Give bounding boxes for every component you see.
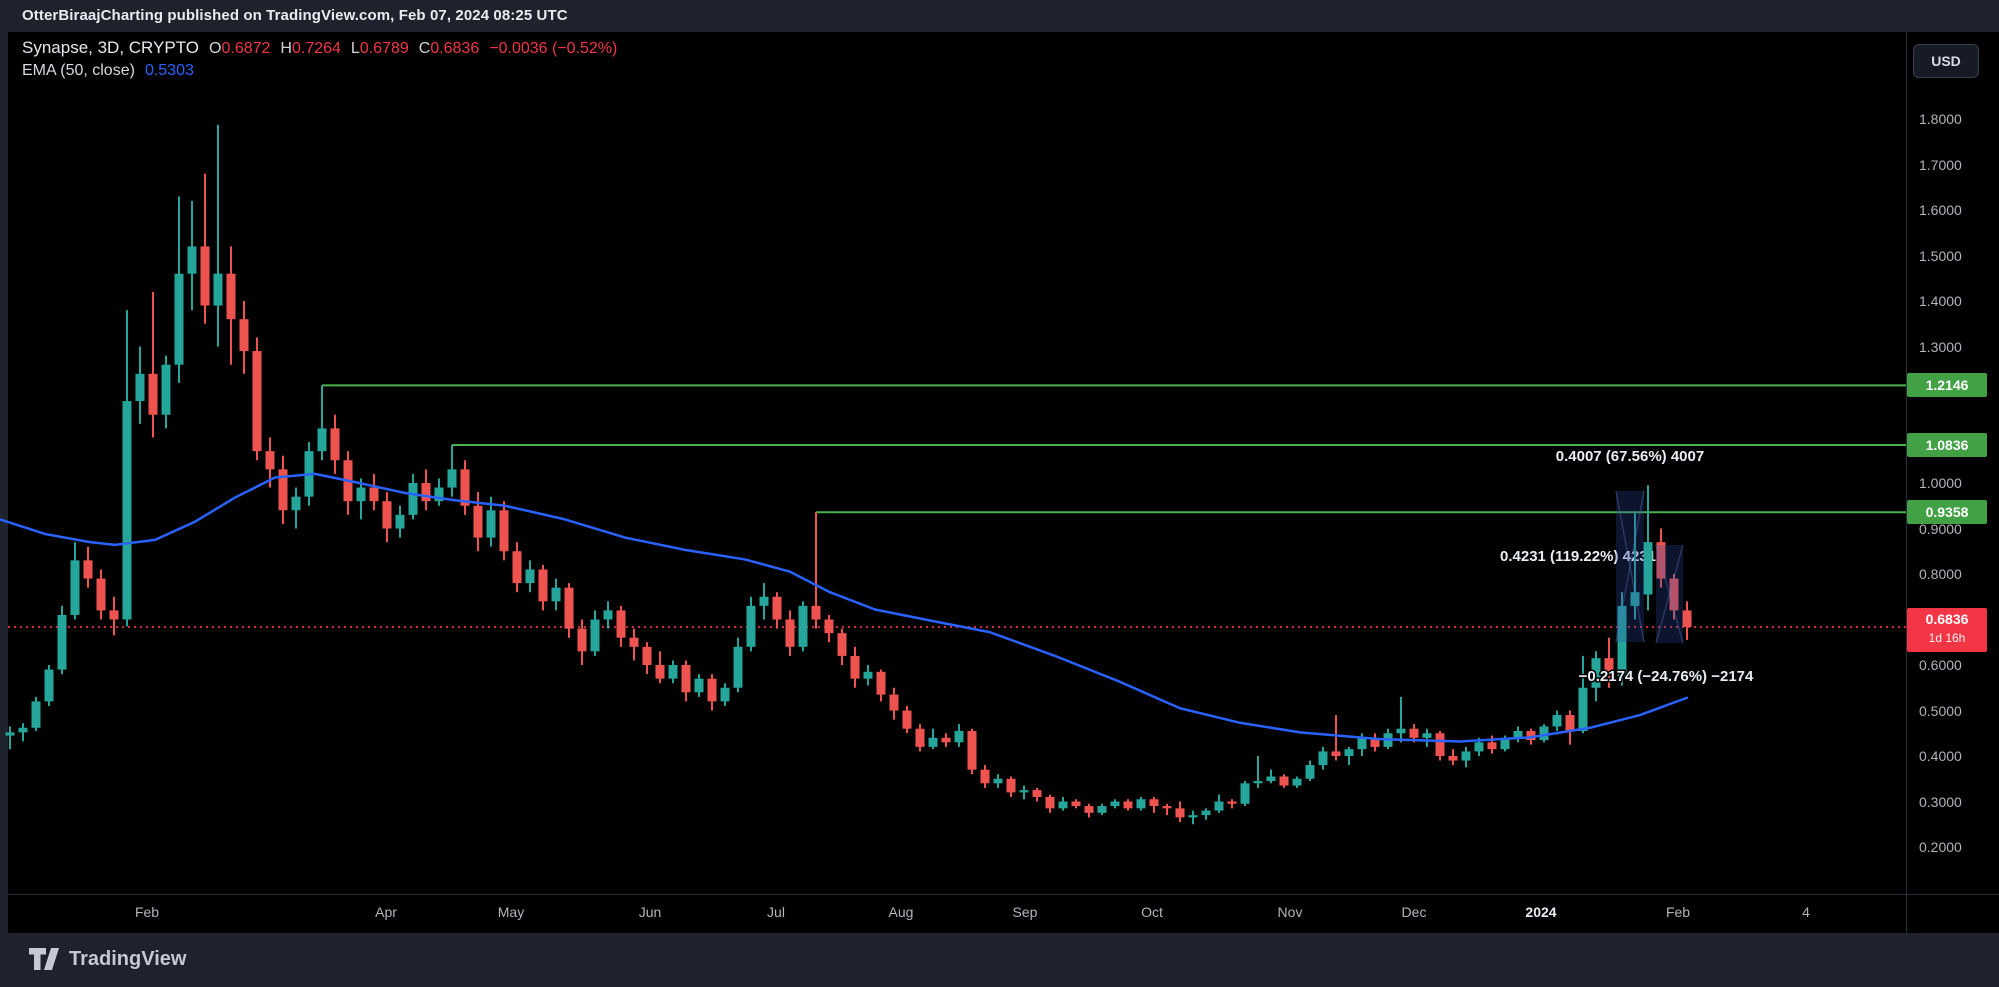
ema-indicator-label: EMA (50, close)	[22, 62, 135, 79]
ohlc-open: O0.6872	[209, 40, 271, 57]
time-axis[interactable]: Feb Apr May Jun Jul Aug Sep Oct Nov Dec 2024 Feb 4	[8, 895, 1906, 933]
time-tick-label: Jul	[767, 904, 785, 920]
time-tick-label: Feb	[1665, 904, 1691, 920]
price-tick-label: 1.6000	[1919, 202, 1962, 218]
price-tick-label: 0.9000	[1919, 520, 1962, 537]
publish-bar: OtterBiraajCharting published on Trading…	[0, 0, 1999, 32]
price-tick-label: 1.4000	[1919, 293, 1962, 309]
axis-divider	[8, 894, 1999, 895]
current-price-value: 0.6836	[1925, 610, 1969, 627]
time-tick-label: Jun	[638, 904, 662, 920]
time-tick-label: Nov	[1277, 904, 1303, 920]
price-tick-label: 0.3000	[1919, 793, 1962, 810]
time-tick-label: 4	[1802, 904, 1810, 920]
ohlc-close: C0.6836	[418, 40, 480, 57]
tradingview-logo-text: TradingView	[69, 947, 187, 970]
price-axis[interactable]: USD 1.8000 1.7000 1.6000 1.5000 1.4000 1.3000…	[1906, 32, 1999, 933]
time-tick-label: Sep	[1012, 904, 1038, 920]
ema-legend-row[interactable]: EMA (50, close) 0.5303	[22, 62, 617, 80]
price-tick-label: 1.0000	[1919, 475, 1962, 491]
ema-indicator-value: 0.5303	[144, 62, 194, 79]
currency-toggle-button[interactable]: USD	[1913, 44, 1979, 78]
price-tick-label: 0.6000	[1919, 657, 1962, 673]
price-tick-label: 1.7000	[1919, 156, 1962, 173]
price-tick-label: 0.2000	[1919, 839, 1962, 855]
level-price-badge: 1.0836	[1907, 432, 1987, 457]
ohlc-high: H0.7264	[280, 40, 341, 57]
price-tick-label: 0.4000	[1919, 748, 1962, 764]
price-tick-label: 0.8000	[1919, 566, 1962, 582]
time-tick-label: Aug	[888, 904, 914, 920]
symbol-title: Synapse, 3D, CRYPTO	[22, 38, 200, 57]
tradingview-logo-icon	[29, 948, 59, 970]
current-price-badge: 0.6836 1d 16h	[1907, 607, 1987, 652]
time-tick-label: 2024	[1525, 904, 1557, 920]
level-price-badge: 0.9358	[1907, 500, 1987, 525]
publish-text: OtterBiraajCharting published on Trading…	[22, 7, 568, 24]
footer-bar: TradingView	[0, 933, 1999, 987]
chart-pane[interactable]	[8, 32, 1906, 894]
level-price-badge: 1.2146	[1907, 373, 1987, 398]
price-change: −0.0036 (−0.52%)	[489, 40, 618, 57]
bar-countdown: 1d 16h	[1928, 630, 1966, 645]
symbol-legend-row[interactable]: Synapse, 3D, CRYPTO O0.6872 H0.7264 L0.6…	[22, 38, 617, 58]
price-tick-label: 1.3000	[1919, 338, 1962, 355]
time-tick-label: Oct	[1141, 904, 1163, 920]
time-tick-label: Apr	[375, 904, 397, 920]
ohlc-low: L0.6789	[350, 40, 409, 57]
time-tick-label: Dec	[1401, 904, 1427, 920]
time-tick-label: May	[497, 904, 525, 920]
price-tick-label: 0.5000	[1919, 702, 1962, 719]
chart-legend: Synapse, 3D, CRYPTO O0.6872 H0.7264 L0.6…	[22, 38, 617, 80]
price-tick-label: 1.8000	[1919, 111, 1962, 127]
tradingview-logo-link[interactable]: TradingView	[28, 945, 186, 973]
price-tick-label: 1.5000	[1919, 247, 1962, 264]
time-tick-label: Feb	[134, 904, 160, 920]
